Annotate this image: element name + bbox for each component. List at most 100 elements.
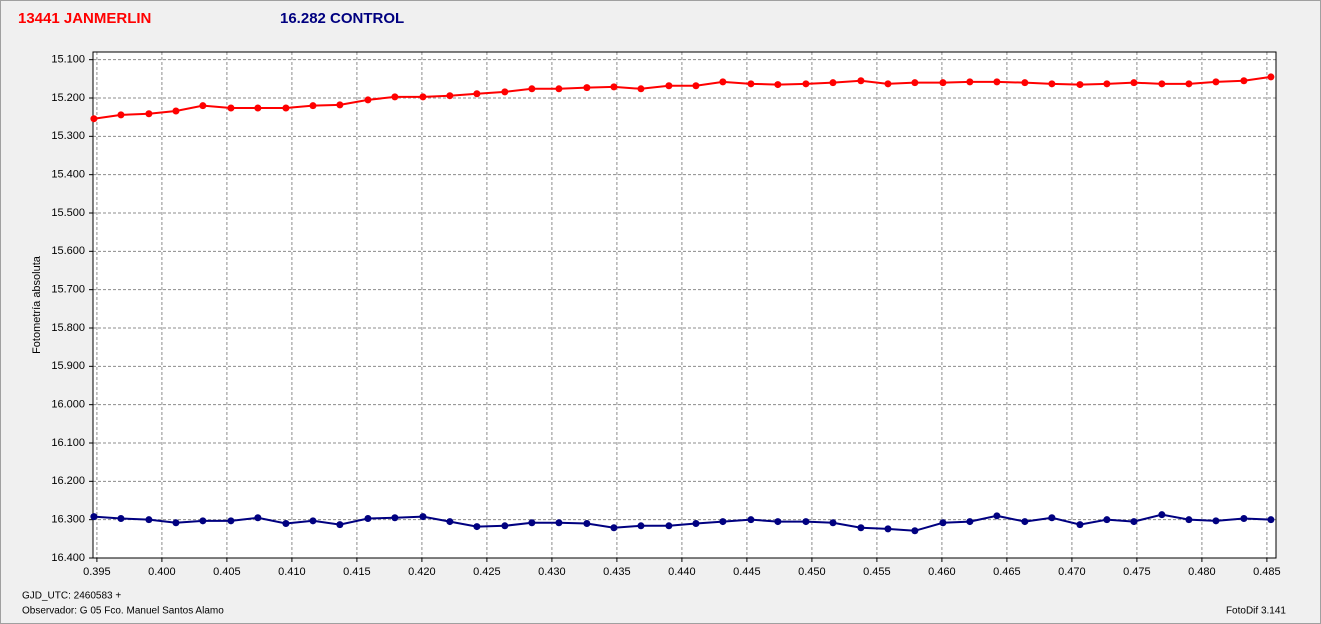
x-tick-label: 0.440 xyxy=(668,566,696,578)
data-point xyxy=(1021,518,1029,526)
data-point xyxy=(90,115,98,123)
y-tick-label: 15.600 xyxy=(51,245,85,257)
data-point xyxy=(419,513,427,521)
data-point xyxy=(583,84,591,92)
data-point xyxy=(282,520,290,527)
data-point xyxy=(555,519,563,527)
data-point xyxy=(227,104,235,112)
data-point xyxy=(446,92,454,100)
series-label: 13441 JANMERLIN xyxy=(18,10,151,27)
data-point xyxy=(665,522,673,530)
x-tick-label: 0.475 xyxy=(1123,566,1151,578)
data-point xyxy=(857,524,865,532)
data-point xyxy=(966,78,974,86)
data-point xyxy=(254,514,262,522)
data-point xyxy=(501,88,509,96)
x-tick-label: 0.485 xyxy=(1253,566,1281,578)
data-point xyxy=(309,517,317,525)
data-point xyxy=(90,513,98,521)
data-point xyxy=(637,85,645,93)
data-point xyxy=(583,520,591,527)
data-point xyxy=(145,110,153,118)
data-point xyxy=(528,85,536,93)
data-point xyxy=(1185,516,1193,524)
data-point xyxy=(117,111,125,119)
data-point xyxy=(419,93,427,101)
footer-text: FotoDif 3.141 xyxy=(1226,606,1286,617)
data-point xyxy=(719,518,727,526)
data-point xyxy=(1267,516,1275,524)
x-tick-label: 0.465 xyxy=(993,566,1021,578)
y-tick-label: 15.300 xyxy=(51,130,85,142)
data-point xyxy=(747,516,755,524)
series-line xyxy=(93,513,1271,532)
data-point xyxy=(364,96,372,104)
data-point xyxy=(391,93,399,101)
data-point xyxy=(774,518,782,526)
x-tick-label: 0.425 xyxy=(473,566,501,578)
data-point xyxy=(1076,81,1084,89)
data-point xyxy=(364,515,372,523)
data-point xyxy=(309,102,317,110)
x-tick-label: 0.400 xyxy=(148,566,176,578)
data-point xyxy=(911,79,919,87)
y-axis-label: Fotometría absoluta xyxy=(31,255,43,354)
x-tick-label: 0.430 xyxy=(538,566,566,578)
data-point xyxy=(145,516,153,524)
data-point xyxy=(884,525,892,533)
data-point xyxy=(610,83,618,91)
data-point xyxy=(1103,516,1111,524)
y-tick-label: 15.400 xyxy=(51,169,85,181)
data-point xyxy=(1212,78,1220,86)
y-tick-label: 15.200 xyxy=(51,92,85,104)
series-label: 16.282 CONTROL xyxy=(280,10,404,27)
data-point xyxy=(1130,79,1138,87)
y-tick-label: 16.100 xyxy=(51,437,85,449)
data-point xyxy=(391,514,399,522)
y-tick-label: 15.800 xyxy=(51,322,85,334)
data-point xyxy=(172,519,180,527)
footer-text: GJD_UTC: 2460583 + xyxy=(22,591,121,602)
data-point xyxy=(802,80,810,88)
data-point xyxy=(1103,80,1111,88)
y-tick-label: 15.100 xyxy=(51,54,85,66)
data-point xyxy=(336,521,344,529)
data-point xyxy=(1158,80,1166,88)
data-point xyxy=(692,82,700,90)
data-point xyxy=(1130,518,1138,526)
x-tick-label: 0.435 xyxy=(603,566,631,578)
data-point xyxy=(1076,521,1084,529)
data-point xyxy=(199,102,207,110)
y-tick-label: 16.400 xyxy=(51,552,85,564)
data-point xyxy=(1240,515,1248,523)
data-point xyxy=(1240,77,1248,85)
data-point xyxy=(829,79,837,87)
data-point xyxy=(117,515,125,523)
data-point xyxy=(719,78,727,86)
data-point xyxy=(1185,80,1193,88)
data-point xyxy=(528,519,536,527)
data-point xyxy=(555,85,563,93)
x-tick-label: 0.420 xyxy=(408,566,436,578)
data-point xyxy=(1267,73,1275,81)
x-tick-label: 0.460 xyxy=(928,566,956,578)
data-point xyxy=(282,104,290,112)
data-point xyxy=(802,518,810,526)
x-tick-label: 0.450 xyxy=(798,566,826,578)
y-tick-label: 16.300 xyxy=(51,514,85,526)
x-tick-label: 0.455 xyxy=(863,566,891,578)
data-point xyxy=(966,518,974,526)
data-point xyxy=(939,79,947,87)
data-point xyxy=(199,517,207,525)
data-point xyxy=(911,527,919,535)
data-point xyxy=(610,524,618,532)
y-tick-label: 15.900 xyxy=(51,360,85,372)
data-point xyxy=(446,518,454,526)
data-point xyxy=(473,523,481,531)
data-point xyxy=(665,82,673,90)
data-point xyxy=(501,522,509,530)
x-tick-label: 0.445 xyxy=(733,566,761,578)
data-point xyxy=(172,107,180,115)
plot-area xyxy=(93,52,1276,558)
